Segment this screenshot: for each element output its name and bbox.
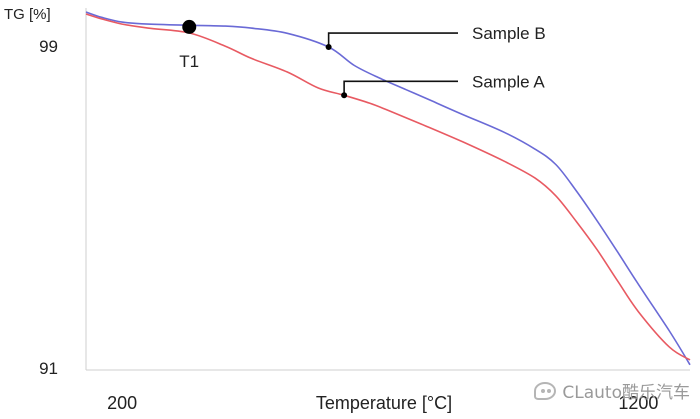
x-tick-label: 1200 (618, 393, 658, 413)
x-tick-label: 200 (107, 393, 137, 413)
t1-marker (182, 19, 197, 34)
wechat-icon (534, 381, 557, 400)
sample-b-annotation-label: Sample B (472, 24, 546, 43)
sample-a-marker (341, 92, 348, 99)
y-ticks: 99 91 (39, 37, 58, 378)
sample-b-marker (325, 44, 332, 51)
y-tick-label: 99 (39, 37, 58, 56)
y-tick-label: 91 (39, 359, 58, 378)
sample-b-leader-line (327, 32, 458, 48)
x-axis-label: Temperature [°C] (316, 393, 452, 413)
x-ticks: 200 1200 (107, 393, 658, 413)
annotation-layer: T1 Sample B Sample A (179, 19, 546, 99)
series-line-sample-a (85, 13, 691, 361)
sample-a-annotation-label: Sample A (472, 72, 545, 91)
t1-label: T1 (179, 52, 199, 71)
series-line-sample-b (85, 11, 691, 366)
y-axis-label: TG [%] (4, 6, 51, 23)
watermark-text: CLauto酷乐汽车 (562, 383, 690, 403)
sample-a-leader-line (343, 80, 458, 96)
series-layer (85, 11, 691, 366)
watermark: CLauto酷乐汽车 (534, 378, 690, 403)
